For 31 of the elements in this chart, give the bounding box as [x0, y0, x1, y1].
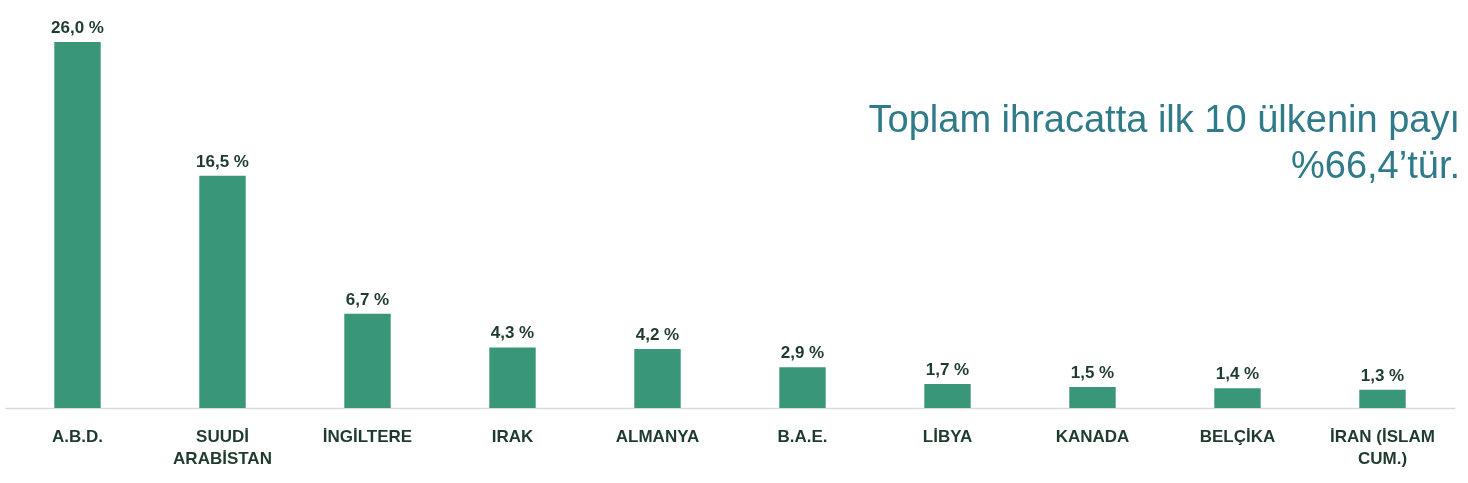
- bar: [1359, 389, 1406, 408]
- bar: [924, 384, 971, 408]
- x-tick-label: SUUDİ ARABİSTAN: [173, 426, 272, 468]
- x-tick-label: İRAN (İSLAM CUM.): [1330, 426, 1435, 468]
- data-label: 4,2 %: [635, 324, 680, 344]
- data-label: 16,5 %: [196, 151, 249, 171]
- data-label: 1,5 %: [1070, 362, 1115, 382]
- data-label: 26,0 %: [51, 18, 104, 37]
- annotation: Toplam ihracatta ilk 10 ülkenin payı %66,4’tür.: [867, 97, 1460, 188]
- x-tick-label: IRAK: [491, 426, 534, 446]
- x-tick-label: A.B.D.: [52, 426, 103, 446]
- bar: [199, 175, 246, 408]
- data-label: 1,4 %: [1215, 364, 1260, 384]
- x-tick-label: ALMANYA: [615, 426, 700, 446]
- x-tick-label: İNGİLTERE: [322, 426, 413, 446]
- data-label: 4,3 %: [490, 323, 535, 343]
- bar: [344, 313, 391, 408]
- bar: [634, 348, 681, 408]
- bar: [779, 367, 826, 408]
- x-tick-label: BELÇİKA: [1199, 426, 1276, 446]
- x-tick-label: KANADA: [1055, 426, 1130, 446]
- x-tick-label: B.A.E.: [777, 426, 828, 446]
- bar: [1069, 386, 1116, 408]
- data-label: 6,7 %: [345, 289, 390, 309]
- data-label: 1,7 %: [925, 360, 970, 380]
- x-tick-label: LİBYA: [922, 426, 973, 446]
- data-label: 2,9 %: [780, 343, 825, 363]
- bar: [1214, 388, 1261, 408]
- bar: [489, 347, 536, 408]
- bar: [54, 42, 101, 408]
- data-label: 1,3 %: [1360, 365, 1405, 385]
